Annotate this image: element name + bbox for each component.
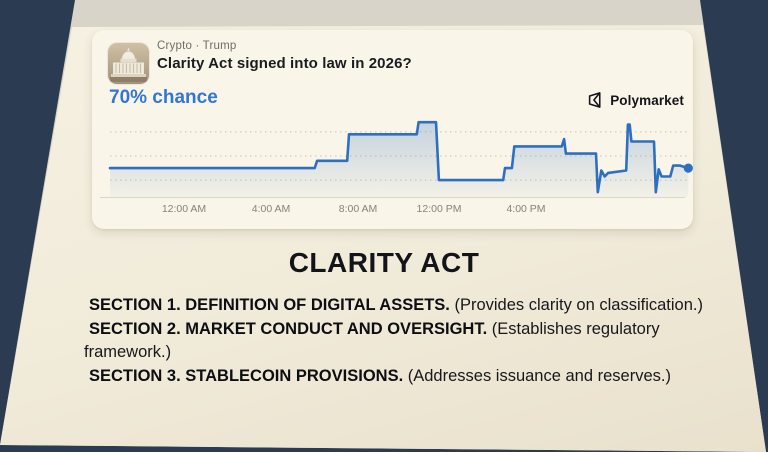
- section-title: SECTION 1. DEFINITION OF DIGITAL ASSETS.: [89, 296, 450, 314]
- probability-chart[interactable]: [108, 115, 693, 197]
- x-axis-label: 4:00 PM: [506, 203, 546, 215]
- x-axis-label: 12:00 PM: [416, 203, 462, 215]
- chart-area-fill: [110, 122, 689, 197]
- x-axis-label: 8:00 AM: [338, 203, 378, 215]
- chart-x-axis: 12:00 AM 4:00 AM 8:00 AM 12:00 PM 4:00 PM: [110, 203, 690, 219]
- market-category-breadcrumb: Crypto · Trump: [157, 40, 237, 52]
- document-section: SECTION 1. DEFINITION OF DIGITAL ASSETS.…: [84, 294, 714, 318]
- section-note: (Establishes regulatory framework.): [84, 319, 660, 362]
- section-title: SECTION 3. STABLECOIN PROVISIONS.: [89, 366, 404, 385]
- section-note: (Provides clarity on classification.): [449, 296, 703, 314]
- document-section: SECTION 3. STABLECOIN PROVISIONS. (Addre…: [84, 365, 714, 389]
- capitol-building-icon: [108, 43, 149, 84]
- polymarket-market-card[interactable]: Crypto · Trump Clarity Act signed into l…: [92, 30, 693, 229]
- document-sections: SECTION 1. DEFINITION OF DIGITAL ASSETS.…: [84, 294, 714, 388]
- x-axis-label: 12:00 AM: [161, 203, 207, 215]
- x-axis-label: 4:00 AM: [251, 203, 291, 215]
- chance-label: 70% chance: [109, 87, 218, 108]
- chart-line: [108, 120, 690, 194]
- polymarket-logo: Polymarket: [587, 91, 684, 109]
- chart-end-dot: [683, 163, 693, 173]
- chart-baseline: [100, 197, 685, 198]
- polymarket-wordmark: Polymarket: [610, 92, 684, 108]
- polymarket-cube-icon: [589, 92, 601, 108]
- section-title: SECTION 2. MARKET CONDUCT AND OVERSIGHT.: [89, 319, 488, 338]
- section-note: (Addresses issuance and reserves.): [403, 366, 671, 385]
- market-title: Clarity Act signed into law in 2026?: [157, 55, 412, 72]
- document-section: SECTION 2. MARKET CONDUCT AND OVERSIGHT.…: [84, 318, 714, 365]
- document-heading: CLARITY ACT: [288, 247, 480, 278]
